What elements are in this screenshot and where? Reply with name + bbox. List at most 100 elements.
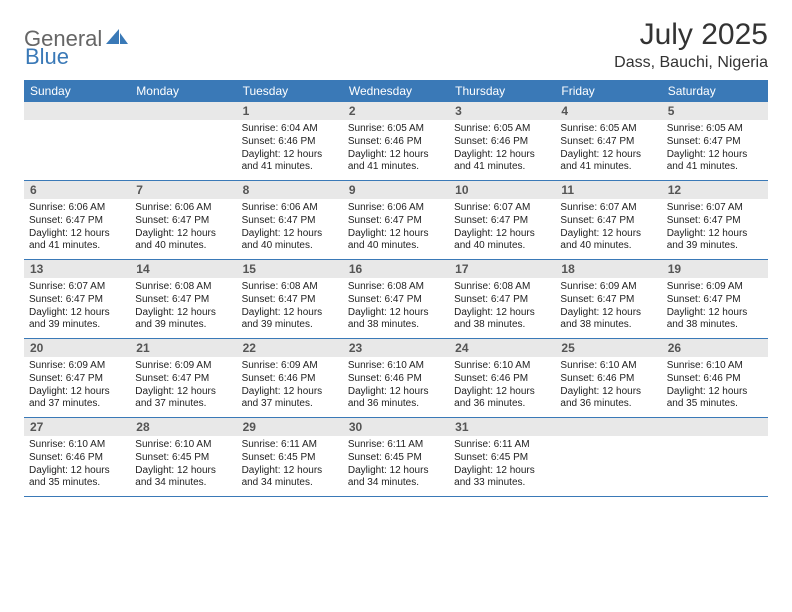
day-details: Sunrise: 6:09 AMSunset: 6:46 PMDaylight:… xyxy=(237,357,343,415)
empty-day-bar xyxy=(555,418,661,436)
day-number: 29 xyxy=(237,418,343,436)
daylight-text: Daylight: 12 hours and 37 minutes. xyxy=(242,386,338,412)
empty-day-bar xyxy=(130,102,236,120)
sunrise-text: Sunrise: 6:09 AM xyxy=(135,360,231,373)
location-text: Dass, Bauchi, Nigeria xyxy=(614,54,768,72)
weekday-header: Friday xyxy=(555,80,661,102)
day-number: 17 xyxy=(449,260,555,278)
day-details: Sunrise: 6:11 AMSunset: 6:45 PMDaylight:… xyxy=(449,436,555,494)
day-number: 26 xyxy=(662,339,768,357)
day-details: Sunrise: 6:10 AMSunset: 6:46 PMDaylight:… xyxy=(24,436,130,494)
day-number: 27 xyxy=(24,418,130,436)
daylight-text: Daylight: 12 hours and 39 minutes. xyxy=(667,228,763,254)
sunrise-text: Sunrise: 6:09 AM xyxy=(667,281,763,294)
day-cell: 21Sunrise: 6:09 AMSunset: 6:47 PMDayligh… xyxy=(130,339,236,417)
sunrise-text: Sunrise: 6:07 AM xyxy=(29,281,125,294)
weekday-header: Wednesday xyxy=(343,80,449,102)
daylight-text: Daylight: 12 hours and 41 minutes. xyxy=(560,149,656,175)
day-cell: 1Sunrise: 6:04 AMSunset: 6:46 PMDaylight… xyxy=(237,102,343,180)
sunrise-text: Sunrise: 6:10 AM xyxy=(135,439,231,452)
daylight-text: Daylight: 12 hours and 39 minutes. xyxy=(29,307,125,333)
daylight-text: Daylight: 12 hours and 33 minutes. xyxy=(454,465,550,491)
week-row: 13Sunrise: 6:07 AMSunset: 6:47 PMDayligh… xyxy=(24,260,768,339)
day-cell: 27Sunrise: 6:10 AMSunset: 6:46 PMDayligh… xyxy=(24,418,130,496)
day-cell: 14Sunrise: 6:08 AMSunset: 6:47 PMDayligh… xyxy=(130,260,236,338)
sunset-text: Sunset: 6:45 PM xyxy=(242,452,338,465)
sunset-text: Sunset: 6:46 PM xyxy=(454,373,550,386)
sunrise-text: Sunrise: 6:07 AM xyxy=(454,202,550,215)
sunset-text: Sunset: 6:45 PM xyxy=(348,452,444,465)
sunset-text: Sunset: 6:47 PM xyxy=(135,373,231,386)
day-number: 9 xyxy=(343,181,449,199)
sunrise-text: Sunrise: 6:06 AM xyxy=(242,202,338,215)
day-details: Sunrise: 6:10 AMSunset: 6:46 PMDaylight:… xyxy=(449,357,555,415)
day-cell: 2Sunrise: 6:05 AMSunset: 6:46 PMDaylight… xyxy=(343,102,449,180)
sunrise-text: Sunrise: 6:10 AM xyxy=(348,360,444,373)
day-cell: 23Sunrise: 6:10 AMSunset: 6:46 PMDayligh… xyxy=(343,339,449,417)
day-cell: 29Sunrise: 6:11 AMSunset: 6:45 PMDayligh… xyxy=(237,418,343,496)
day-details: Sunrise: 6:09 AMSunset: 6:47 PMDaylight:… xyxy=(130,357,236,415)
day-cell: 28Sunrise: 6:10 AMSunset: 6:45 PMDayligh… xyxy=(130,418,236,496)
sunrise-text: Sunrise: 6:07 AM xyxy=(667,202,763,215)
daylight-text: Daylight: 12 hours and 39 minutes. xyxy=(135,307,231,333)
sunrise-text: Sunrise: 6:09 AM xyxy=(29,360,125,373)
sunrise-text: Sunrise: 6:09 AM xyxy=(242,360,338,373)
day-details: Sunrise: 6:08 AMSunset: 6:47 PMDaylight:… xyxy=(130,278,236,336)
weeks-container: 1Sunrise: 6:04 AMSunset: 6:46 PMDaylight… xyxy=(24,102,768,497)
day-cell: 22Sunrise: 6:09 AMSunset: 6:46 PMDayligh… xyxy=(237,339,343,417)
sunset-text: Sunset: 6:46 PM xyxy=(29,452,125,465)
sunrise-text: Sunrise: 6:05 AM xyxy=(560,123,656,136)
day-cell: 26Sunrise: 6:10 AMSunset: 6:46 PMDayligh… xyxy=(662,339,768,417)
day-number: 20 xyxy=(24,339,130,357)
sunrise-text: Sunrise: 6:08 AM xyxy=(242,281,338,294)
sunset-text: Sunset: 6:46 PM xyxy=(560,373,656,386)
day-details: Sunrise: 6:09 AMSunset: 6:47 PMDaylight:… xyxy=(662,278,768,336)
daylight-text: Daylight: 12 hours and 35 minutes. xyxy=(667,386,763,412)
sunrise-text: Sunrise: 6:08 AM xyxy=(454,281,550,294)
sunset-text: Sunset: 6:47 PM xyxy=(348,294,444,307)
day-cell: 5Sunrise: 6:05 AMSunset: 6:47 PMDaylight… xyxy=(662,102,768,180)
sunrise-text: Sunrise: 6:06 AM xyxy=(29,202,125,215)
daylight-text: Daylight: 12 hours and 34 minutes. xyxy=(348,465,444,491)
day-cell: 31Sunrise: 6:11 AMSunset: 6:45 PMDayligh… xyxy=(449,418,555,496)
sunrise-text: Sunrise: 6:04 AM xyxy=(242,123,338,136)
day-details: Sunrise: 6:10 AMSunset: 6:45 PMDaylight:… xyxy=(130,436,236,494)
daylight-text: Daylight: 12 hours and 41 minutes. xyxy=(242,149,338,175)
daylight-text: Daylight: 12 hours and 39 minutes. xyxy=(242,307,338,333)
sunset-text: Sunset: 6:47 PM xyxy=(667,294,763,307)
sunset-text: Sunset: 6:47 PM xyxy=(29,373,125,386)
sunset-text: Sunset: 6:47 PM xyxy=(29,215,125,228)
sunset-text: Sunset: 6:47 PM xyxy=(135,294,231,307)
daylight-text: Daylight: 12 hours and 40 minutes. xyxy=(135,228,231,254)
sunrise-text: Sunrise: 6:10 AM xyxy=(29,439,125,452)
empty-day-bar xyxy=(662,418,768,436)
weekday-header: Monday xyxy=(130,80,236,102)
daylight-text: Daylight: 12 hours and 36 minutes. xyxy=(454,386,550,412)
daylight-text: Daylight: 12 hours and 41 minutes. xyxy=(667,149,763,175)
sunset-text: Sunset: 6:47 PM xyxy=(29,294,125,307)
day-details: Sunrise: 6:10 AMSunset: 6:46 PMDaylight:… xyxy=(343,357,449,415)
day-cell: 7Sunrise: 6:06 AMSunset: 6:47 PMDaylight… xyxy=(130,181,236,259)
day-cell xyxy=(24,102,130,180)
daylight-text: Daylight: 12 hours and 37 minutes. xyxy=(29,386,125,412)
sunrise-text: Sunrise: 6:08 AM xyxy=(135,281,231,294)
daylight-text: Daylight: 12 hours and 40 minutes. xyxy=(454,228,550,254)
daylight-text: Daylight: 12 hours and 38 minutes. xyxy=(348,307,444,333)
day-cell: 4Sunrise: 6:05 AMSunset: 6:47 PMDaylight… xyxy=(555,102,661,180)
day-cell: 6Sunrise: 6:06 AMSunset: 6:47 PMDaylight… xyxy=(24,181,130,259)
day-number: 28 xyxy=(130,418,236,436)
weekday-header: Sunday xyxy=(24,80,130,102)
day-number: 1 xyxy=(237,102,343,120)
weekday-header-row: SundayMondayTuesdayWednesdayThursdayFrid… xyxy=(24,80,768,102)
day-number: 5 xyxy=(662,102,768,120)
sunset-text: Sunset: 6:47 PM xyxy=(454,215,550,228)
sunset-text: Sunset: 6:47 PM xyxy=(667,215,763,228)
daylight-text: Daylight: 12 hours and 34 minutes. xyxy=(135,465,231,491)
sunrise-text: Sunrise: 6:11 AM xyxy=(454,439,550,452)
day-number: 10 xyxy=(449,181,555,199)
day-cell: 15Sunrise: 6:08 AMSunset: 6:47 PMDayligh… xyxy=(237,260,343,338)
daylight-text: Daylight: 12 hours and 41 minutes. xyxy=(29,228,125,254)
day-details: Sunrise: 6:07 AMSunset: 6:47 PMDaylight:… xyxy=(555,199,661,257)
sunset-text: Sunset: 6:47 PM xyxy=(560,136,656,149)
day-details: Sunrise: 6:05 AMSunset: 6:46 PMDaylight:… xyxy=(449,120,555,178)
